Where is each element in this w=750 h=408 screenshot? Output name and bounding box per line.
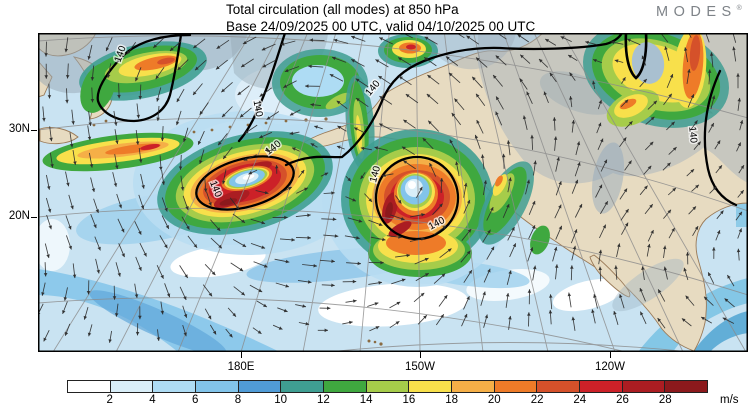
colorbar-segment [409,381,453,392]
brand-logo: MODES® [656,4,742,20]
lat-axis-label: 20N [8,210,30,222]
axis-tick [609,352,611,358]
contour-label: 140 [251,99,265,118]
colorbar-tick-label: 16 [402,394,416,406]
colorbar-segment [494,381,538,392]
colorbar-segment [110,381,154,392]
colorbar-tick-label: 24 [573,394,587,406]
colorbar-segment [153,381,197,392]
colorbar-tick-label: 28 [658,394,672,406]
axis-tick [31,129,37,131]
colorbar-segment [238,381,282,392]
lon-axis-label: 120W [594,361,626,373]
lon-axis-label: 150W [404,361,436,373]
colorbar-segment [665,381,708,392]
colorbar-segment [324,381,367,392]
brand-logo-text: MODES [656,4,737,20]
coastline-baja [589,254,631,298]
colorbar-segment [196,381,239,392]
blob-kamchatka [79,41,207,113]
colorbar-unit: m/s [720,394,739,406]
cyclone-west-arm [42,132,194,172]
coastline-japan [39,126,79,145]
chart-title-block: Total circulation (all modes) at 850 hPa… [226,2,535,35]
map-border [38,33,748,352]
wind-vectors [38,33,745,343]
colorbar [67,380,708,393]
colorbar-tick-label: 20 [487,394,501,406]
colorbar-tick-label: 14 [359,394,373,406]
colorbar-tick-label: 18 [445,394,458,406]
lat-axis-label: 30N [8,123,30,135]
chart-subtitle: Base 24/09/2025 00 UTC, valid 04/10/2025… [226,18,536,34]
colorbar-tick-label: 2 [106,394,113,406]
colorbar-segment [537,381,581,392]
colorbar-segment [622,381,666,392]
colorbar-segment [452,381,495,392]
axis-tick [31,216,37,218]
contour-label: 140 [686,126,698,144]
axis-tick [240,352,242,358]
colorbar-segment [68,381,111,392]
colorbar-tick-label: 26 [616,394,629,406]
colorbar-tick-label: 22 [530,394,544,406]
colorbar-segment [281,381,325,392]
island-chains [92,117,383,346]
blob-canada-comma [583,33,729,128]
map-area: 140 140 140 140 140 140 140 140 [38,33,748,352]
graticule [38,33,748,352]
circulation-map: 140 140 140 140 140 140 140 140 [38,33,748,352]
colorbar-segment [366,381,410,392]
lon-axis-label: 180E [227,361,255,373]
colorbar-tick-label: 12 [316,394,330,406]
chart-title: Total circulation (all modes) at 850 hPa [226,2,459,17]
colorbar-segment [580,381,623,392]
axis-tick [419,352,421,358]
hawaii [367,339,371,343]
colorbar-tick-label: 10 [274,394,288,406]
colorbar-tick-label: 4 [149,394,156,406]
colorbar-tick-label: 6 [191,394,199,406]
brand-logo-mark: ® [736,5,742,13]
colorbar-tick-label: 8 [234,394,242,406]
